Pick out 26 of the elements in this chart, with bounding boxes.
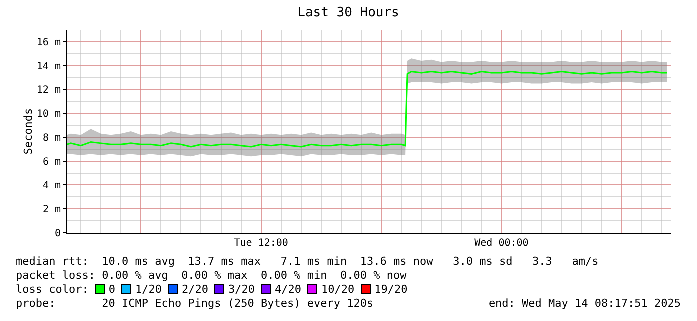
text: 4/20 — [274, 283, 302, 296]
line-series — [67, 71, 668, 148]
text: 0 — [108, 283, 116, 296]
chart-title: Last 30 Hours — [298, 6, 400, 21]
y-tick-label: 6 m — [42, 156, 61, 168]
y-tick-label: 4 m — [42, 180, 61, 192]
y-tick-label: 2 m — [42, 204, 61, 216]
text: 1/20 — [135, 283, 162, 296]
y-tick-label: 12 m — [36, 85, 61, 96]
text: 3/20 — [228, 283, 255, 296]
x-tick-label: Wed 00:00 — [474, 238, 529, 249]
text: probe: 20 ICMP Echo Pings (250 Bytes) every 120s — [16, 297, 374, 310]
y-tick-label: 8 m — [42, 132, 61, 144]
text: 19/20 — [374, 283, 408, 296]
text: 2/20 — [182, 283, 208, 296]
y-tick-label: 14 m — [36, 61, 61, 72]
text: end: Wed May 14 08:17:51 2025 — [488, 297, 681, 310]
text: packet loss: 0.00 % avg 0.00 % max 0.00 % min 0.00 % now — [16, 269, 407, 282]
text: 10/20 — [321, 283, 355, 296]
y-tick-label: 10 m — [36, 109, 61, 120]
text: loss color: — [16, 283, 89, 296]
y-axis-title: Seconds — [22, 108, 35, 155]
y-tick-label: 16 m — [36, 37, 61, 48]
x-tick-label: Tue 12:00 — [234, 238, 288, 249]
y-tick-label: 0 — [54, 228, 61, 240]
text: median rtt: 10.0 ms avg 13.7 ms max 7.1 ms min 13.6 ms now 3.0 ms sd 3.3 am/s — [16, 255, 599, 268]
